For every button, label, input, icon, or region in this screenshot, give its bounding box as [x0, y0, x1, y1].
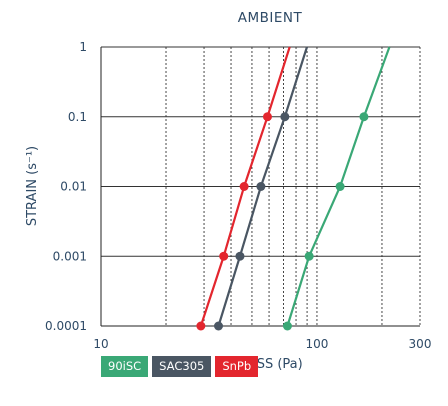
data-points — [196, 112, 369, 331]
data-point-snpb — [262, 112, 272, 122]
data-point-sac305 — [280, 112, 290, 122]
y-tick-label: 0.1 — [68, 110, 87, 124]
y-tick-label: 0.001 — [53, 249, 87, 263]
data-point-90isc — [282, 321, 292, 331]
data-point-snpb — [239, 182, 249, 191]
y-tick-label: 0.0001 — [45, 319, 87, 333]
legend-item-90isc: 90iSC — [101, 356, 149, 377]
chart-title: AMBIENT — [238, 10, 303, 26]
legend-item-snpb: SnPb — [215, 356, 259, 377]
data-point-90isc — [335, 182, 345, 191]
data-point-90isc — [359, 112, 369, 122]
legend-item-sac305: SAC305 — [152, 356, 212, 377]
data-point-sac305 — [235, 251, 245, 261]
y-axis-label: STRAIN (s⁻¹) — [25, 146, 40, 226]
data-point-snpb — [219, 251, 229, 261]
legend: 90iSC SAC305 SnPb — [101, 356, 259, 377]
data-point-sac305 — [213, 321, 223, 331]
y-tick-label: 1 — [79, 40, 87, 54]
data-point-snpb — [196, 321, 206, 331]
axes: 10 100 300 1 0.1 0.01 0.001 0.0001 — [45, 40, 431, 351]
data-point-sac305 — [256, 182, 266, 191]
y-tick-label: 0.01 — [60, 180, 87, 194]
data-point-90isc — [304, 251, 314, 261]
x-tick-label: 100 — [306, 337, 329, 351]
x-tick-label: 10 — [93, 337, 108, 351]
x-tick-label: 300 — [409, 337, 432, 351]
